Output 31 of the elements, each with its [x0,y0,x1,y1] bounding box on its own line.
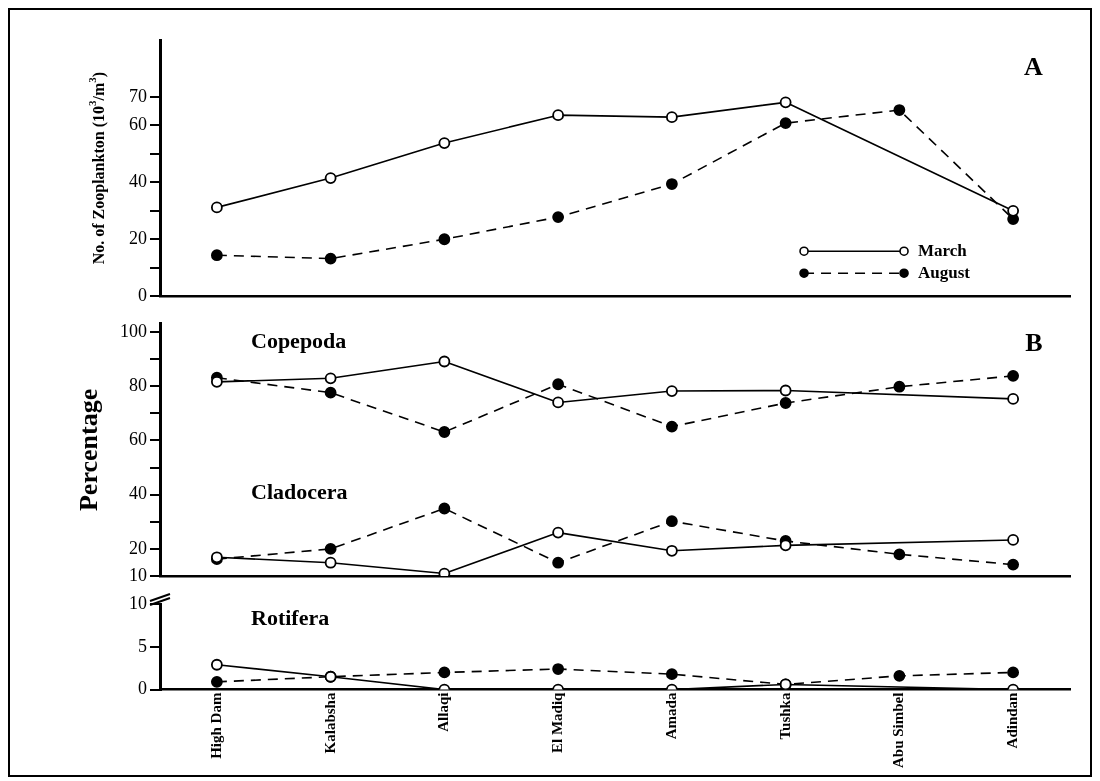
x-tick-label: Tushka [776,692,793,740]
y-axis-title: Percentage [73,388,103,512]
x-tick-label: Allaqi [435,692,452,732]
x-tick-label: Kalabsha [321,692,338,754]
y-tick-label: 40 [129,483,147,504]
y-tick-label: 5 [138,635,147,656]
x-tick-label: El Madiq [549,691,565,753]
y-tick-label: 20 [129,537,147,558]
annotation: Rotifera [251,604,330,630]
y-tick-label: 0 [138,284,147,305]
y-axis-title: No. of Zooplankton (103/m3) [86,71,109,265]
y-tick-label: 60 [129,429,147,450]
annotation: Cladocera [251,479,348,505]
x-tick-label: Abu Simbel [890,692,907,769]
y-tick-label: 80 [129,374,147,395]
x-tick-label: Amada [662,692,679,740]
annotation: B [1025,328,1043,358]
legend-label: August [918,262,971,282]
y-tick-label: 100 [120,320,147,341]
legend-label: March [918,240,968,260]
y-tick-label: 10 [129,564,147,585]
annotation: A [1023,52,1043,82]
x-tick-label: Adindan [1004,691,1020,749]
y-tick-label: 20 [129,228,147,248]
y-tick-label: 10 [129,592,147,613]
x-tick-label: High Dam [207,692,224,759]
y-tick-label: 70 [129,85,147,106]
y-tick-label: 0 [138,678,147,699]
y-tick-label: 60 [129,114,147,135]
annotation: Copepoda [251,328,347,354]
y-tick-label: 40 [129,171,147,192]
